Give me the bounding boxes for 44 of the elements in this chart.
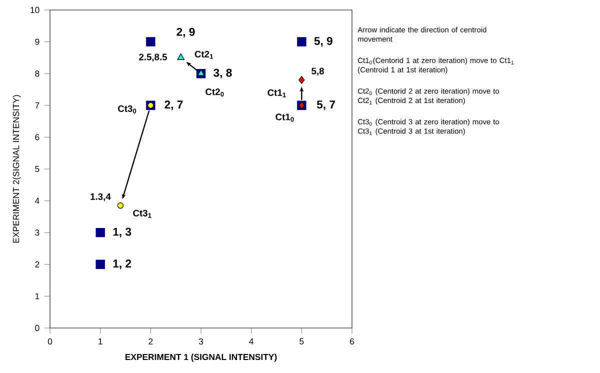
annotation: 1.3,4 — [90, 193, 111, 202]
annotation: Ct1$_{0}$ — [276, 114, 294, 122]
x-tick-label: 5 — [300, 338, 304, 344]
y-tick-label: 5 — [35, 166, 40, 172]
y-tick-label: 9 — [35, 38, 40, 45]
y-tick-label: 10 — [30, 6, 40, 14]
annotation: 1, 2 — [113, 260, 132, 270]
x-axis-title: EXPERIMENT 1 (SIGNAL INTENSITY) — [126, 354, 277, 362]
annotation: 5, 7 — [316, 100, 335, 110]
y-axis-title: EXPERIMENT 2(SIGNAL INTENSITY) — [12, 95, 21, 243]
point — [177, 53, 185, 60]
point — [96, 228, 105, 238]
point — [96, 260, 105, 269]
y-tick-label: 0 — [35, 324, 40, 332]
y-tick-label: 6 — [35, 134, 40, 140]
point — [117, 202, 124, 209]
y-tick-label: 1 — [35, 293, 40, 300]
point — [297, 37, 306, 46]
x-tick-label: 2 — [148, 338, 153, 344]
point — [197, 69, 205, 76]
x-tick-label: 0 — [48, 338, 52, 345]
annotation: Ct3$_{0}$ — [118, 105, 136, 114]
y-tick-label: 4 — [34, 198, 40, 204]
annotation: 5,8 — [312, 68, 324, 76]
x-tick-label: 3 — [198, 338, 204, 345]
annotation: Ct2$_{0}$ — [206, 88, 224, 97]
annotation: Ct2$_{1}$ — [194, 50, 214, 59]
annotation: 5, 9 — [314, 36, 332, 47]
annotation: Ct1$_{1}$ — [268, 89, 286, 98]
x-tick-label: 4 — [249, 338, 254, 344]
y-tick-label: 8 — [35, 70, 40, 77]
annotation: 2, 9 — [176, 28, 195, 38]
annotation: Ct3$_{1}$ — [133, 210, 152, 218]
y-tick-label: 3 — [35, 230, 40, 236]
annotation: 3, 8 — [214, 68, 232, 78]
x-tick-label: 6 — [350, 338, 354, 345]
point — [298, 76, 305, 84]
x-tick-label: 1 — [98, 338, 102, 344]
point — [146, 37, 156, 46]
annotation: 2, 7 — [164, 100, 183, 110]
annotation: 2.5,8.5 — [139, 54, 168, 62]
y-tick-label: 2 — [35, 261, 40, 268]
y-tick-label: 7 — [35, 102, 40, 108]
annotation: 1, 3 — [113, 228, 132, 238]
